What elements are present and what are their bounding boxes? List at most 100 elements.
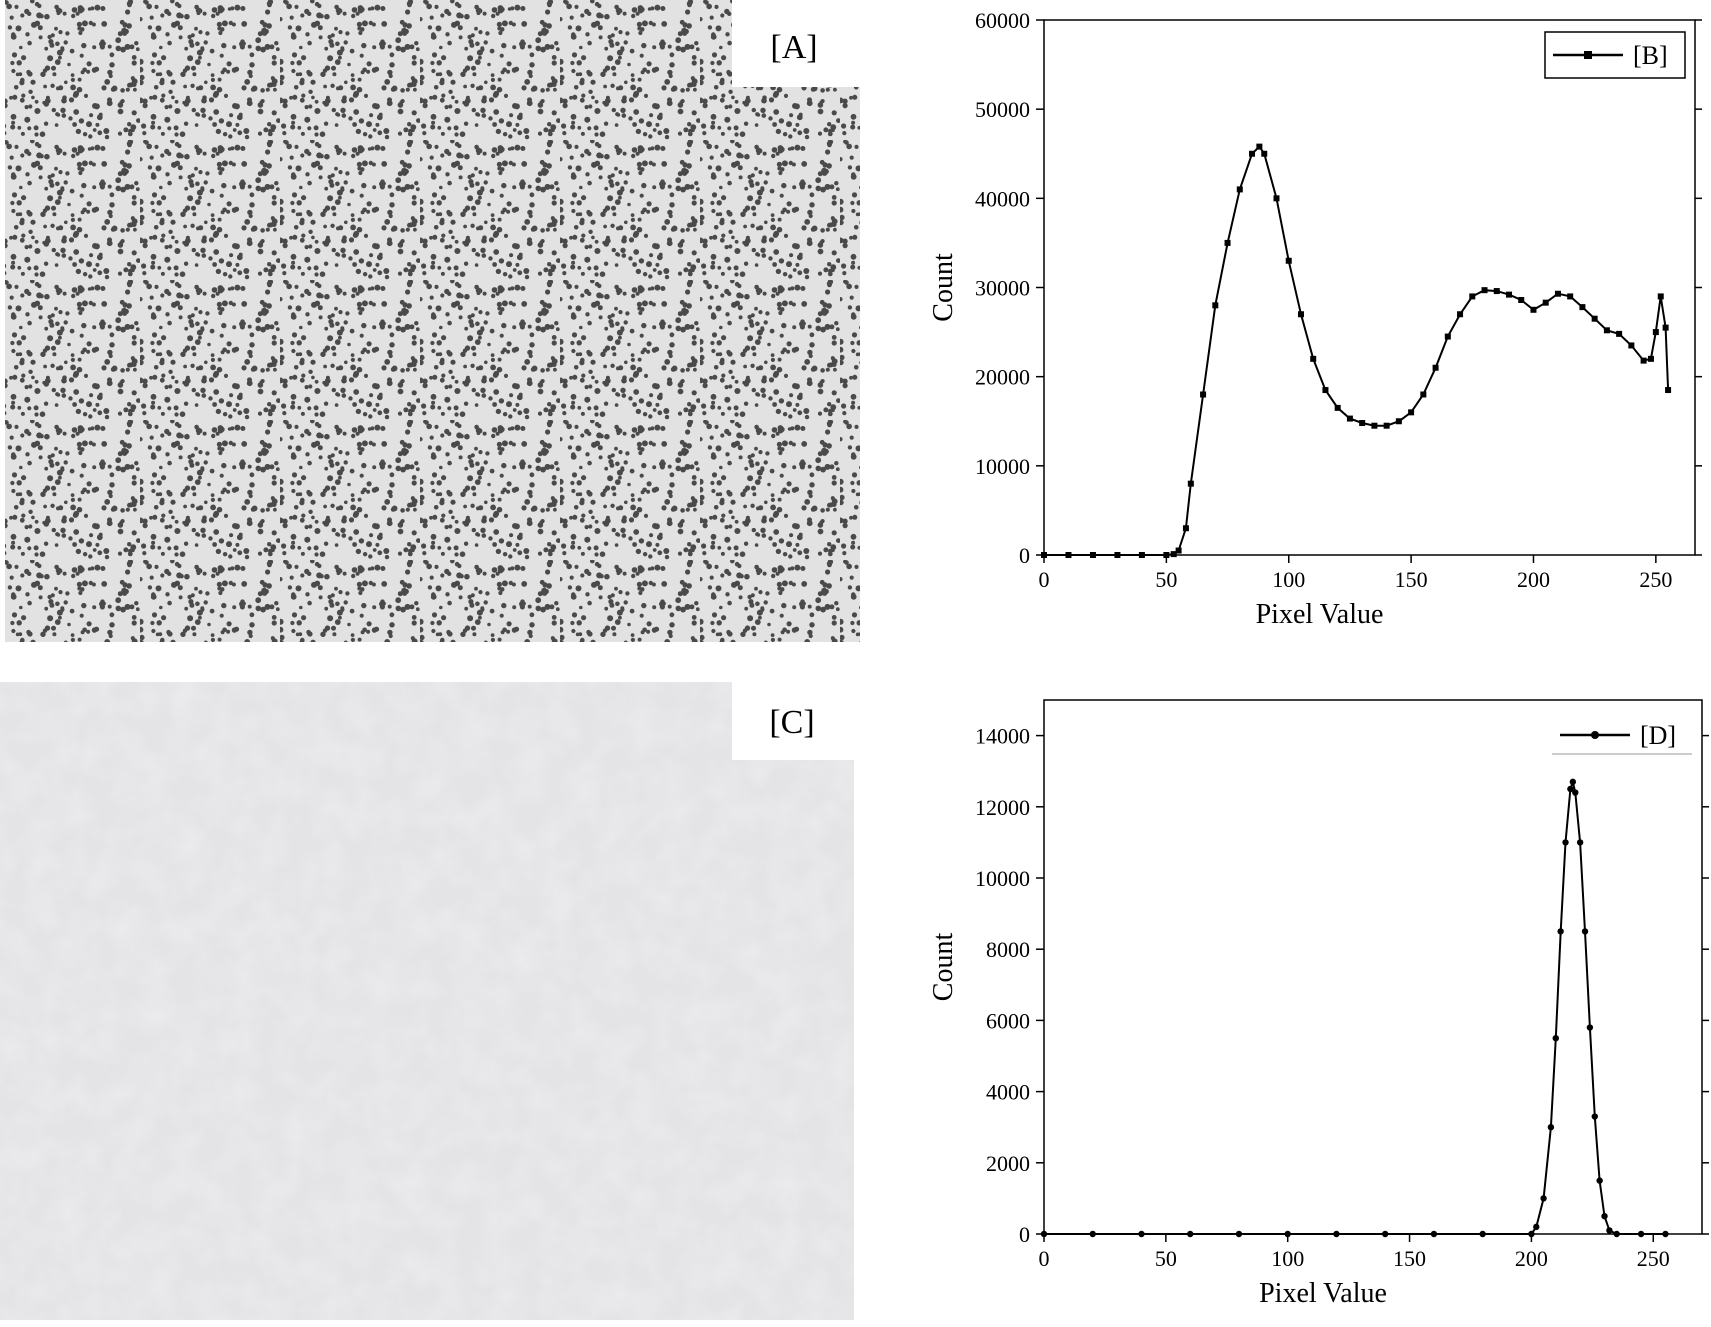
data-marker [1637,1230,1645,1238]
data-marker [1628,342,1635,349]
panel-label: [A] [770,29,817,66]
data-marker [1652,329,1659,336]
y-tick-label: 20000 [975,365,1030,390]
data-marker [1138,552,1145,558]
x-tick-label: 150 [1393,1246,1426,1271]
data-marker [1567,293,1574,300]
x-axis-label: Pixel Value [1259,1278,1387,1309]
data-marker [1359,420,1366,427]
data-marker [1601,1213,1608,1220]
panel-label: [C] [769,704,814,741]
data-marker [1562,839,1569,846]
data-marker [1089,552,1096,558]
y-tick-label: 40000 [975,186,1030,211]
data-marker [1581,928,1589,935]
data-marker [1297,311,1304,318]
y-axis-label: Count [928,933,959,1002]
x-tick-label: 50 [1155,567,1177,592]
data-marker [1256,143,1263,150]
data-marker [1596,1177,1603,1184]
data-line [1044,145,1670,556]
data-marker [1591,1113,1598,1120]
data-marker [1579,304,1586,311]
data-marker [1662,1230,1669,1238]
data-marker [1542,299,1549,306]
x-tick-label: 0 [1039,567,1050,592]
y-tick-label: 14000 [975,724,1030,749]
x-axis-label: Pixel Value [1256,599,1384,630]
data-marker [1533,1223,1540,1231]
data-marker [1163,552,1170,558]
x-tick-label: 250 [1637,1246,1670,1271]
data-marker [1557,928,1564,935]
data-marker [1572,789,1579,796]
data-marker [1569,778,1577,786]
legend-marker [1591,731,1599,739]
data-marker [1138,1230,1145,1238]
data-marker [1212,302,1219,309]
data-marker [1236,186,1243,193]
data-marker [1616,330,1623,337]
x-tick-label: 200 [1515,1246,1548,1271]
data-marker [1586,1024,1594,1031]
data-marker [1530,306,1537,313]
y-tick-label: 10000 [975,454,1030,479]
data-marker [1613,1230,1620,1238]
data-marker [1647,355,1654,362]
data-marker [1334,404,1341,411]
data-marker [1322,387,1329,394]
y-axis-label: Count [928,253,959,322]
data-marker [1606,1227,1613,1234]
data-marker [1554,290,1561,297]
data-marker [1469,293,1476,300]
data-marker [1175,547,1182,554]
histogram-chart: 0 50 100 150 200 250 0 10000 20000 30000 40000 5000… [928,8,1702,630]
data-marker [1444,333,1451,340]
data-marker [1640,357,1647,364]
data-marker [1249,150,1256,157]
y-tick-label: 50000 [975,97,1030,122]
data-marker [1665,387,1672,394]
y-tick-label: 0 [1019,1222,1030,1247]
x-tick-label: 100 [1272,567,1305,592]
data-marker [1333,1230,1340,1238]
data-marker [1420,391,1427,398]
legend-label: [D] [1640,721,1676,750]
data-marker [1200,391,1207,398]
data-marker [1284,1230,1291,1238]
data-marker [1603,327,1610,334]
surface-texture [0,682,854,1320]
data-marker [1371,422,1378,429]
data-marker [1187,1230,1194,1238]
data-marker [1182,525,1189,532]
data-marker [1493,288,1500,295]
data-marker [1540,1195,1547,1202]
data-marker [1552,1035,1559,1042]
histogram-chart: 0 50 100 150 200 250 0 2000 4000 6000 8000 10000 120… [928,699,1709,1309]
y-tick-label: 0 [1019,543,1030,568]
data-marker [1518,296,1525,303]
data-marker [1065,552,1072,558]
image-a: [A] [5,0,860,642]
data-marker [1576,839,1584,846]
data-marker [1040,1230,1048,1238]
data-marker [1430,1230,1438,1238]
x-tick-label: 0 [1039,1246,1050,1271]
data-marker [1395,418,1402,425]
data-marker [1224,239,1231,246]
data-marker [1479,1230,1486,1238]
y-tick-label: 60000 [975,8,1030,33]
data-marker [1481,287,1488,294]
data-marker [1170,551,1177,558]
y-tick-label: 30000 [975,276,1030,301]
label-box [732,682,854,760]
legend-marker [1584,51,1592,59]
data-marker [1273,195,1280,202]
data-marker [1408,409,1415,416]
data-marker [1261,150,1268,157]
data-marker [1285,257,1292,264]
plot-frame [1043,19,1696,556]
data-marker [1457,311,1464,318]
data-marker [1506,291,1512,298]
data-marker [1567,785,1574,793]
